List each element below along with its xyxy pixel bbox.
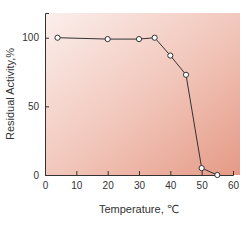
- tick-label: 60: [228, 180, 240, 191]
- tick-label: 40: [165, 180, 177, 191]
- tick-label: 0: [33, 170, 39, 181]
- tick-label: 50: [197, 180, 209, 191]
- y-axis-title: Residual Activity,%: [4, 48, 16, 140]
- tick-mark: [202, 171, 203, 175]
- data-point: [55, 35, 60, 40]
- tick: 50: [197, 171, 209, 191]
- tick: 30: [134, 171, 146, 191]
- tick: 50: [28, 101, 49, 112]
- x-axis-title: Temperature, ℃: [99, 203, 179, 215]
- tick: 40: [165, 171, 177, 191]
- axis-line: [46, 14, 50, 176]
- tick-label: 20: [103, 180, 115, 191]
- tick-mark: [45, 38, 49, 39]
- data-point: [168, 53, 173, 58]
- data-line: [58, 38, 218, 175]
- tick: 100: [22, 32, 49, 43]
- y-axis: 0 50 100: [22, 14, 49, 181]
- series: [55, 35, 220, 177]
- chart: 0 10 20 30 40 50 60 0 50 100 Temperature, ℃ Residua…: [0, 0, 250, 227]
- tick-mark: [139, 171, 140, 175]
- tick-mark: [76, 171, 77, 175]
- tick-label: 50: [28, 101, 40, 112]
- axis-line: [46, 171, 234, 176]
- tick: 60: [228, 171, 240, 191]
- tick-label: 100: [22, 32, 39, 43]
- tick-mark: [108, 171, 109, 175]
- tick: 10: [71, 171, 83, 191]
- data-point: [215, 172, 220, 177]
- data-point: [105, 36, 110, 41]
- tick-mark: [45, 106, 49, 107]
- data-point: [152, 35, 157, 40]
- x-axis: 0 10 20 30 40 50 60: [43, 171, 240, 191]
- tick-mark: [233, 171, 234, 175]
- plot: 0 10 20 30 40 50 60 0 50 100: [22, 13, 240, 191]
- tick-label: 0: [43, 180, 49, 191]
- plot-background: [45, 13, 240, 175]
- tick-label: 30: [134, 180, 146, 191]
- data-point: [199, 166, 204, 171]
- tick-label: 10: [71, 180, 83, 191]
- tick: 0: [33, 170, 49, 181]
- data-point: [136, 36, 141, 41]
- data-point: [183, 72, 188, 77]
- tick: 20: [103, 171, 115, 191]
- tick-mark: [170, 171, 171, 175]
- tick-mark: [45, 175, 49, 176]
